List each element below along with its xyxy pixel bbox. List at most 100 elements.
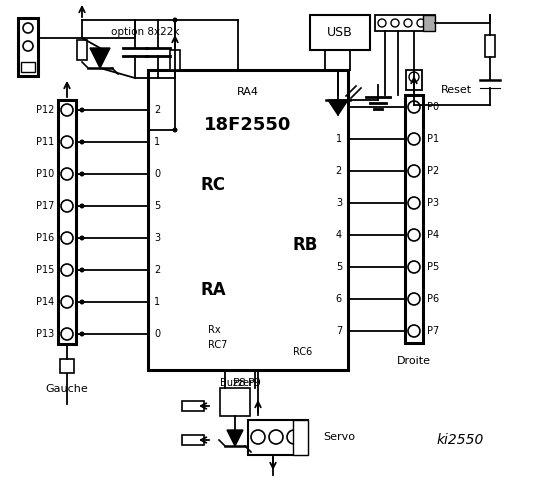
Text: ki2550: ki2550 [436,433,484,447]
Circle shape [80,108,85,112]
Text: P11: P11 [36,137,54,147]
Bar [406,70,422,90]
Text: 1: 1 [154,297,160,307]
Circle shape [408,325,420,337]
Text: USB: USB [327,26,353,39]
Text: P17: P17 [35,201,54,211]
Circle shape [80,204,85,208]
Text: 18F2550: 18F2550 [204,116,291,134]
Text: RC7: RC7 [208,340,227,350]
Text: P5: P5 [427,262,439,272]
Circle shape [408,293,420,305]
Text: 2: 2 [154,265,160,275]
Text: P2: P2 [427,166,439,176]
Circle shape [287,430,301,444]
Text: P6: P6 [427,294,439,304]
Bar [60,359,74,373]
Circle shape [408,101,420,113]
Text: RB: RB [293,236,318,254]
Bar [18,18,38,76]
Text: P9: P9 [248,378,262,388]
Bar [375,15,435,31]
Circle shape [408,229,420,241]
Circle shape [61,168,73,180]
Circle shape [80,236,85,240]
Circle shape [408,197,420,209]
Text: 3: 3 [154,233,160,243]
Text: option 8x22k: option 8x22k [111,27,179,37]
Circle shape [80,300,85,304]
Bar [248,420,308,455]
Polygon shape [90,48,110,68]
Text: 0: 0 [154,169,160,179]
Text: P16: P16 [36,233,54,243]
Bar [423,15,435,31]
Circle shape [269,430,283,444]
Circle shape [408,261,420,273]
Circle shape [409,72,419,82]
Text: Droite: Droite [397,356,431,366]
Circle shape [378,19,386,27]
Text: 2: 2 [154,105,160,115]
Text: 1: 1 [154,137,160,147]
Bar [148,70,348,370]
Text: Gauche: Gauche [46,384,88,394]
Text: P0: P0 [427,102,439,112]
Text: P15: P15 [35,265,54,275]
Text: 0: 0 [336,102,342,112]
Bar [77,40,87,60]
Circle shape [61,104,73,116]
Circle shape [80,267,85,273]
Text: P14: P14 [36,297,54,307]
Circle shape [173,128,178,132]
Text: P8: P8 [233,378,247,388]
Polygon shape [328,100,348,115]
Circle shape [80,171,85,177]
Circle shape [80,332,85,336]
Bar [58,100,76,344]
Text: P12: P12 [35,105,54,115]
Circle shape [61,232,73,244]
Circle shape [391,19,399,27]
Circle shape [61,264,73,276]
Text: Buzzer: Buzzer [220,378,253,388]
Circle shape [408,133,420,145]
Text: 5: 5 [336,262,342,272]
Circle shape [408,165,420,177]
Circle shape [251,430,265,444]
Text: Rx: Rx [208,325,221,335]
Bar [220,388,250,416]
Text: P13: P13 [36,329,54,339]
Text: 0: 0 [154,329,160,339]
Text: 3: 3 [336,198,342,208]
Text: RA4: RA4 [237,87,259,97]
Bar [21,62,35,72]
Circle shape [417,19,425,27]
Text: 1: 1 [336,134,342,144]
Bar [293,420,308,455]
Text: 2: 2 [336,166,342,176]
Circle shape [173,17,178,23]
Text: Servo: Servo [323,432,355,442]
Bar [405,95,423,343]
Bar [485,35,495,57]
Polygon shape [227,430,243,446]
Circle shape [61,136,73,148]
Text: 7: 7 [336,326,342,336]
Text: RA: RA [200,281,226,299]
Circle shape [80,140,85,144]
Text: P1: P1 [427,134,439,144]
Circle shape [61,200,73,212]
Bar [182,401,204,411]
Circle shape [23,23,33,33]
Circle shape [404,19,412,27]
Text: Reset: Reset [441,85,472,95]
Text: P7: P7 [427,326,439,336]
Text: P4: P4 [427,230,439,240]
Bar [182,435,204,445]
Text: 5: 5 [154,201,160,211]
Circle shape [61,328,73,340]
Text: P10: P10 [36,169,54,179]
Circle shape [61,296,73,308]
Text: 6: 6 [336,294,342,304]
